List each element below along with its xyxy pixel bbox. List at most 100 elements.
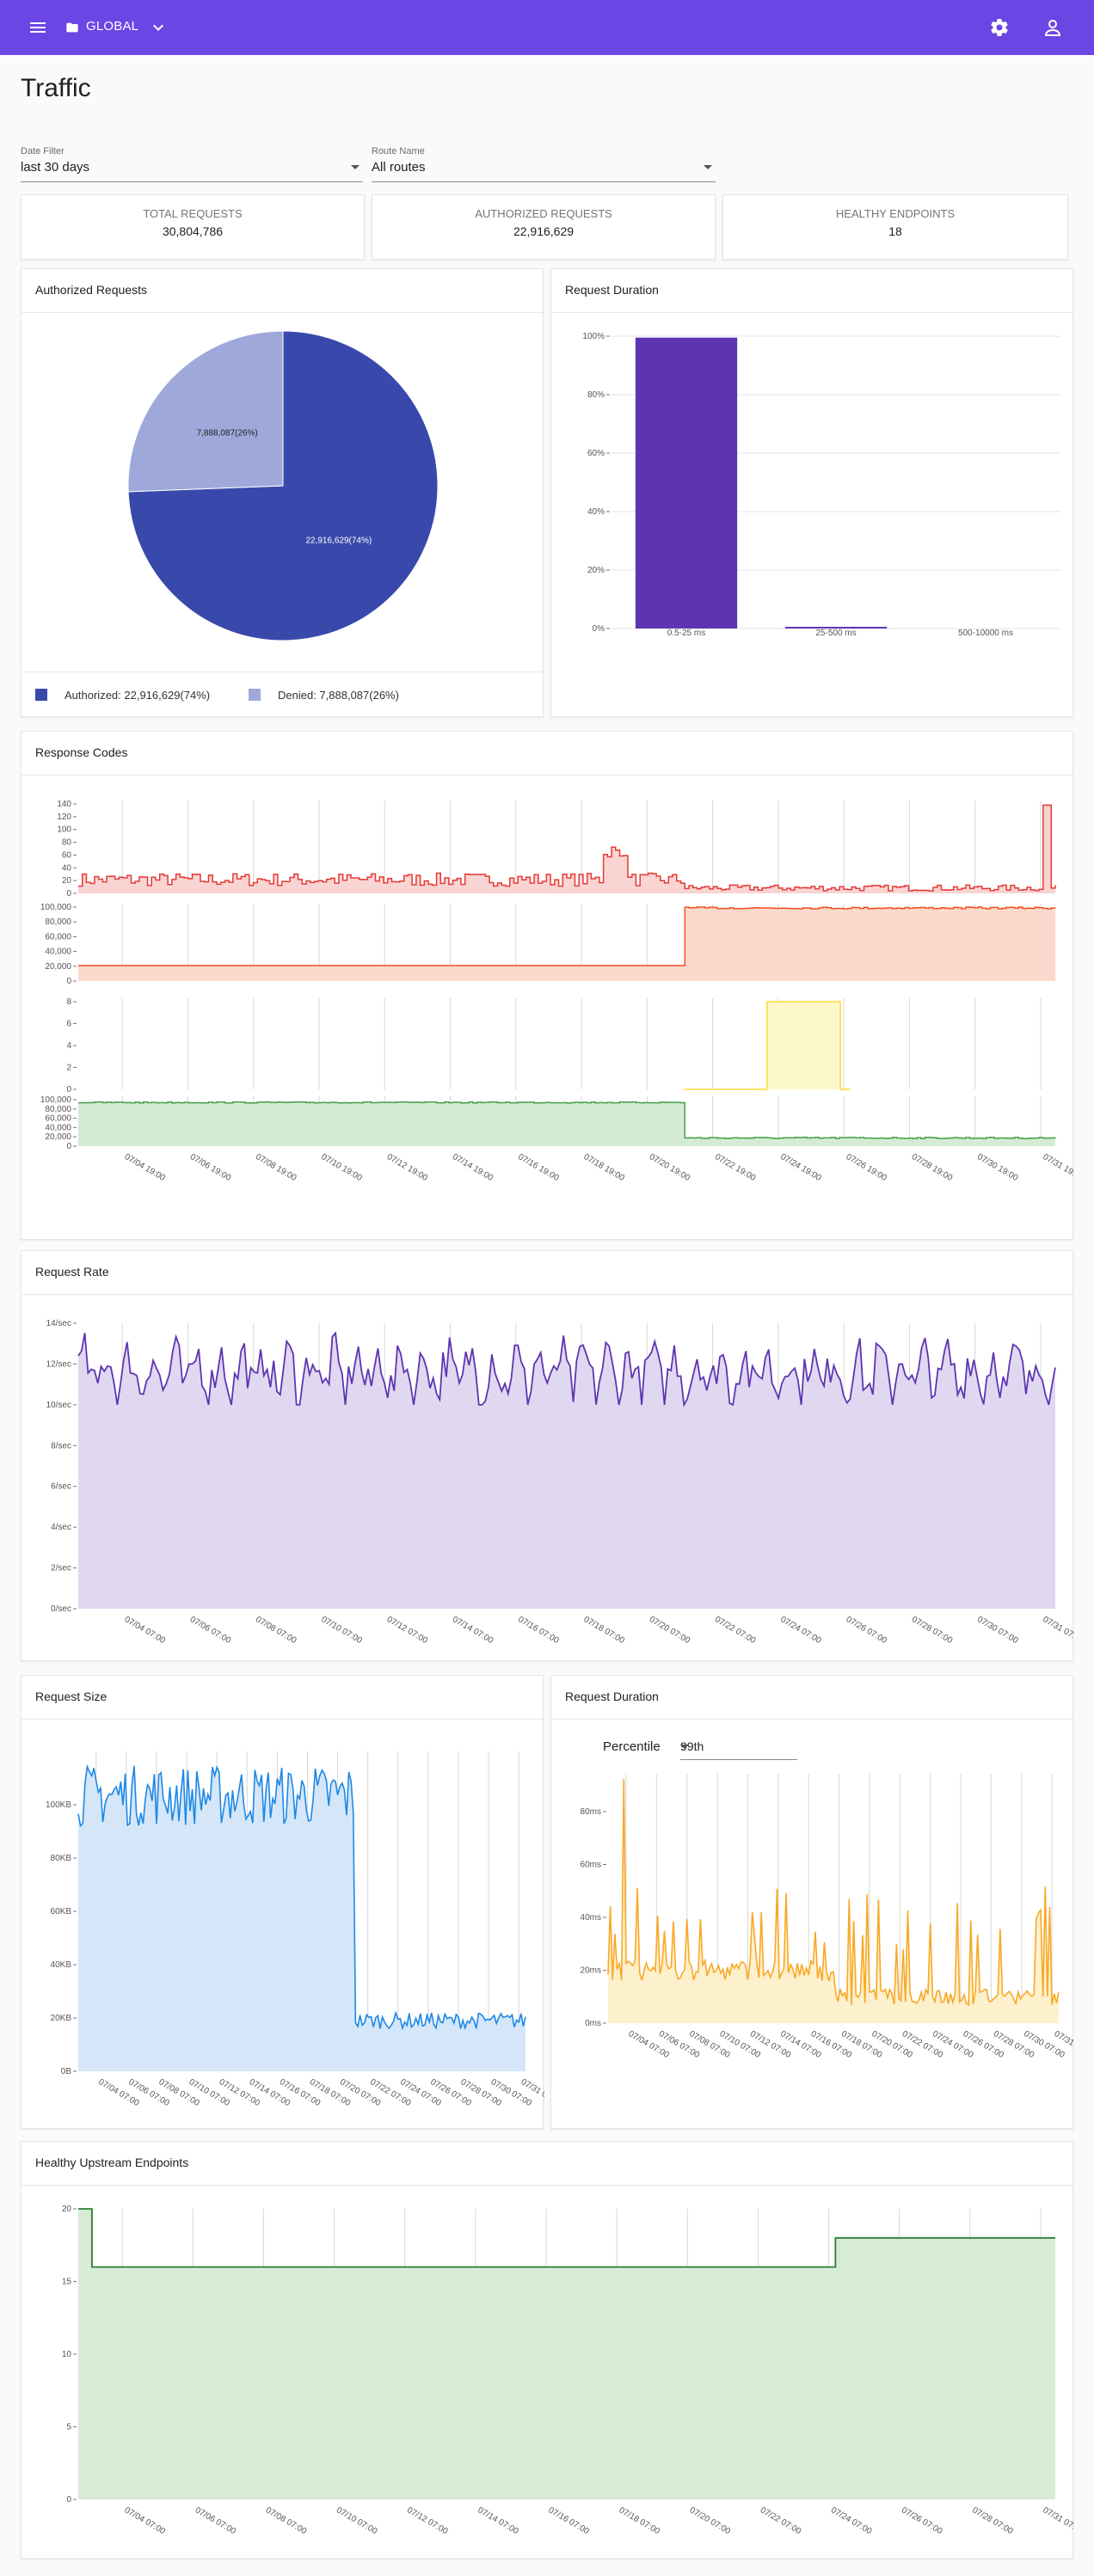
y-tick-label: 60,000: [45, 932, 71, 941]
y-tick-label: 0B: [61, 2067, 72, 2076]
y-tick-label: 60,000: [45, 1114, 71, 1124]
x-tick-label: 07/14 07:00: [476, 2505, 520, 2536]
date-filter-value: last 30 days: [21, 160, 90, 175]
y-tick-label: 6: [66, 1020, 71, 1029]
legend-authorized[interactable]: Authorized: 22,916,629(74%): [35, 689, 210, 702]
series-area: [78, 1101, 1055, 1146]
series-line: [78, 804, 1056, 892]
y-tick-label: 10/sec: [46, 1401, 71, 1410]
percentile-select[interactable]: 99th: [680, 1736, 797, 1760]
y-tick-label: 100%: [582, 332, 605, 341]
dropdown-caret-icon: [680, 1745, 689, 1749]
x-tick-label: 07/24 07:00: [778, 1615, 823, 1646]
y-tick-label: 40: [62, 863, 72, 873]
gear-icon[interactable]: [989, 17, 1010, 38]
stat-label: AUTHORIZED REQUESTS: [475, 207, 612, 220]
y-tick-label: 20: [62, 876, 72, 886]
series-line: [77, 1331, 1056, 1408]
x-tick-label: 07/06 07:00: [188, 1615, 233, 1646]
series-line: [78, 1101, 1056, 1139]
x-tick-label: 07/12 07:00: [405, 2505, 450, 2536]
x-tick-label: 07/14 07:00: [451, 1615, 495, 1646]
y-tick-label: 8/sec: [51, 1441, 71, 1451]
x-tick-label: 07/18 19:00: [582, 1152, 627, 1183]
card-title: Request Size: [35, 1690, 108, 1703]
y-tick-label: 20,000: [45, 1132, 71, 1142]
x-tick-label: 07/08 19:00: [254, 1152, 298, 1183]
response-codes-card: Response Codes 0 20 40 60 80 100 120 140 0 20,000…: [21, 731, 1074, 1240]
card-title: Response Codes: [35, 745, 128, 759]
x-tick-label: 07/22 07:00: [713, 1615, 758, 1646]
x-tick-label: 07/31 07:00: [1041, 1615, 1074, 1646]
x-tick-label: 07/14 19:00: [451, 1152, 495, 1183]
menu-icon[interactable]: [28, 17, 48, 38]
card-title: Request Duration: [565, 283, 659, 297]
y-tick-label: 40ms: [581, 1913, 601, 1923]
top-app-bar: GLOBAL: [0, 0, 1094, 55]
bar: [784, 627, 888, 629]
healthy-endpoints-chart: 0 5 10 15 20 07/04 07:00 07/06 07:00 07/08 07:0…: [62, 2205, 1074, 2536]
y-tick-label: 0: [66, 977, 71, 986]
percentile-value: 99th: [680, 1739, 704, 1753]
y-tick-label: 2/sec: [51, 1564, 71, 1573]
divider: [22, 775, 1072, 776]
x-tick-label: 25-500 ms: [815, 629, 856, 638]
y-tick-label: 10: [62, 2350, 72, 2359]
x-tick-label: 07/18 07:00: [618, 2505, 662, 2536]
legend-swatch: [35, 689, 47, 701]
healthy-endpoints-card: HEALTHY ENDPOINTS 18: [722, 194, 1068, 260]
y-tick-label: 0/sec: [51, 1604, 71, 1614]
x-tick-label: 07/20 19:00: [648, 1152, 692, 1183]
divider: [551, 312, 1072, 313]
percentile-label: Percentile: [603, 1739, 661, 1754]
date-filter-select[interactable]: Date Filter last 30 days: [21, 146, 363, 182]
chevron-down-icon[interactable]: [148, 17, 169, 38]
y-tick-label: 20: [62, 2205, 72, 2214]
x-tick-label: 07/08 07:00: [254, 1615, 298, 1646]
route-name-label: Route Name: [372, 146, 425, 156]
pie-data-label: 7,888,087(26%): [197, 429, 258, 439]
workspace-name[interactable]: GLOBAL: [86, 19, 139, 34]
divider: [551, 1719, 1072, 1720]
y-tick-label: 0%: [593, 624, 605, 634]
legend-denied[interactable]: Denied: 7,888,087(26%): [249, 689, 399, 702]
series-area: [78, 2209, 1055, 2499]
legend-swatch: [249, 689, 261, 701]
user-icon[interactable]: [1042, 17, 1063, 38]
y-tick-label: 2: [66, 1064, 71, 1073]
dropdown-caret-icon: [704, 165, 712, 169]
x-tick-label: 07/10 19:00: [319, 1152, 364, 1183]
x-tick-label: 07/20 07:00: [688, 2505, 733, 2536]
x-tick-label: 07/24 07:00: [829, 2505, 874, 2536]
x-tick-label: 07/30 07:00: [975, 1615, 1020, 1646]
authorized-requests-pie: 22,916,629(74%) 7,888,087(26%): [127, 330, 439, 641]
series-area: [78, 907, 1055, 981]
y-tick-label: 20,000: [45, 962, 71, 972]
card-title: Healthy Upstream Endpoints: [35, 2156, 189, 2169]
x-tick-label: 07/20 07:00: [648, 1615, 692, 1646]
series-area: [78, 1765, 525, 2071]
pie-slice-denied: [127, 330, 284, 493]
y-tick-label: 120: [57, 813, 71, 822]
x-tick-label: 07/30 19:00: [975, 1152, 1020, 1183]
x-tick-label: 07/26 07:00: [900, 2505, 944, 2536]
y-tick-label: 0: [66, 2495, 71, 2505]
y-tick-label: 0: [66, 1085, 71, 1095]
series-line: [78, 2208, 1055, 2268]
divider: [22, 2185, 1072, 2186]
x-tick-label: 07/28 19:00: [910, 1152, 955, 1183]
x-tick-label: 07/24 19:00: [778, 1152, 823, 1183]
route-name-select[interactable]: Route Name All routes: [372, 146, 716, 182]
card-title: Authorized Requests: [35, 283, 147, 297]
y-tick-label: 40,000: [45, 1123, 71, 1132]
y-tick-label: 100,000: [40, 1095, 72, 1105]
request-rate-chart: 0/sec 2/sec 4/sec 6/sec 8/sec 10/sec 12/sec 14/…: [46, 1319, 1074, 1646]
y-tick-label: 60ms: [581, 1861, 601, 1870]
dropdown-caret-icon: [351, 165, 360, 169]
y-tick-label: 80: [62, 838, 72, 848]
request-duration-percentile-card: Request Duration Percentile 99th 0ms 20ms…: [550, 1675, 1074, 2129]
stat-value: 18: [888, 224, 902, 238]
y-tick-label: 140: [57, 800, 71, 809]
x-tick-label: 07/22 19:00: [713, 1152, 758, 1183]
